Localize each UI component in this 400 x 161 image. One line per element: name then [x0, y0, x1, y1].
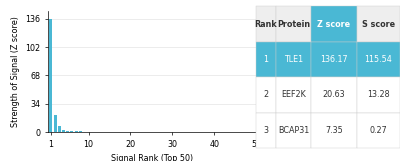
Bar [256, 77, 276, 113]
Text: 0.27: 0.27 [370, 126, 387, 135]
Bar [256, 42, 276, 77]
Bar [54, 115, 56, 132]
Text: Z score: Z score [317, 20, 350, 29]
Bar [357, 6, 400, 42]
Text: Protein: Protein [277, 20, 310, 29]
Bar [79, 131, 82, 132]
Bar [62, 130, 65, 132]
Bar [50, 19, 52, 132]
Bar [357, 113, 400, 148]
Bar [70, 131, 73, 132]
Bar [357, 77, 400, 113]
Bar [66, 131, 69, 132]
Bar [74, 131, 78, 132]
Text: 136.17: 136.17 [320, 55, 348, 64]
Text: EEF2K: EEF2K [281, 90, 306, 99]
Bar [256, 113, 276, 148]
Text: 2: 2 [264, 90, 269, 99]
Text: Rank: Rank [255, 20, 278, 29]
Text: 1: 1 [264, 55, 268, 64]
Bar [311, 42, 357, 77]
Text: 115.54: 115.54 [364, 55, 392, 64]
Bar [58, 126, 61, 132]
Bar [311, 6, 357, 42]
Y-axis label: Strength of Signal (Z score): Strength of Signal (Z score) [11, 16, 20, 127]
Bar [276, 113, 311, 148]
X-axis label: Signal Rank (Top 50): Signal Rank (Top 50) [111, 154, 193, 161]
Text: S score: S score [362, 20, 395, 29]
Text: 3: 3 [264, 126, 268, 135]
Text: 13.28: 13.28 [367, 90, 390, 99]
Bar [276, 77, 311, 113]
Text: BCAP31: BCAP31 [278, 126, 309, 135]
Text: 7.35: 7.35 [325, 126, 343, 135]
Text: TLE1: TLE1 [284, 55, 303, 64]
Bar [276, 6, 311, 42]
Text: 20.63: 20.63 [322, 90, 345, 99]
Bar [357, 42, 400, 77]
Bar [311, 77, 357, 113]
Bar [311, 113, 357, 148]
Bar [276, 42, 311, 77]
Bar [256, 6, 276, 42]
